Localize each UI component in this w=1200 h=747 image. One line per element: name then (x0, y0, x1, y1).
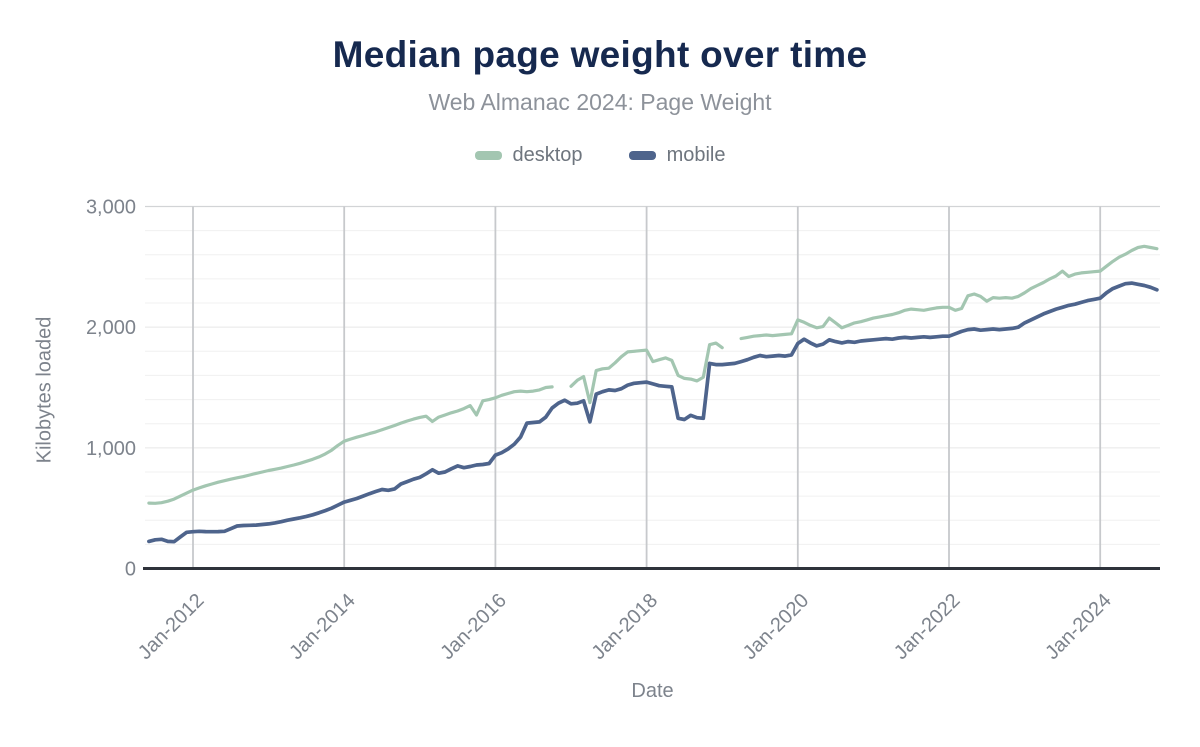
desktop-series-line (147, 244, 1159, 505)
chart-subtitle: Web Almanac 2024: Page Weight (428, 89, 772, 115)
legend: desktop mobile (0, 144, 1200, 167)
svg-text:Jan-2020: Jan-2020 (739, 589, 814, 664)
legend-item-desktop[interactable]: desktop (474, 144, 583, 167)
svg-text:1,000: 1,000 (86, 438, 136, 460)
legend-label-desktop: desktop (512, 144, 583, 166)
legend-label-mobile: mobile (666, 144, 726, 166)
desktop-series-swatch-icon (474, 151, 502, 160)
svg-text:Jan-2024: Jan-2024 (1041, 589, 1116, 664)
y-axis-title: Kilobytes loaded (33, 316, 56, 464)
chart-title: Median page weight over time (332, 34, 868, 75)
svg-text:Jan-2022: Jan-2022 (890, 589, 965, 664)
svg-text:2,000: 2,000 (86, 317, 136, 339)
legend-item-mobile[interactable]: mobile (628, 144, 726, 167)
svg-text:Jan-2014: Jan-2014 (285, 589, 360, 664)
svg-text:Jan-2018: Jan-2018 (588, 589, 663, 664)
mobile-series-swatch-icon (628, 151, 656, 160)
x-axis-title: Date (631, 680, 674, 702)
svg-text:Jan-2016: Jan-2016 (436, 589, 511, 664)
svg-text:0: 0 (125, 559, 136, 581)
mobile-series-line (147, 281, 1159, 544)
svg-text:3,000: 3,000 (86, 197, 136, 219)
svg-text:Jan-2012: Jan-2012 (134, 589, 209, 664)
